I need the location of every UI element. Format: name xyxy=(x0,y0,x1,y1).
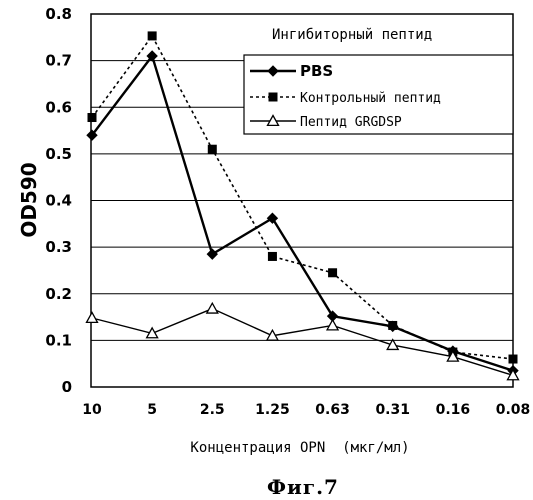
point-triangle-open xyxy=(207,303,218,313)
legend-label: Контрольный пептид xyxy=(300,91,441,106)
legend-label: PBS xyxy=(300,62,333,80)
point-square xyxy=(328,268,337,277)
y-tick-labels: 0 0.1 0.2 0.3 0.4 0.5 0.6 0.7 0.8 xyxy=(45,5,72,396)
point-square xyxy=(148,31,157,40)
y-tick-label: 0.5 xyxy=(45,145,72,163)
y-tick-label: 0.3 xyxy=(45,238,72,256)
y-tick-label: 0.8 xyxy=(45,5,72,23)
point-square xyxy=(388,321,397,330)
point-triangle-open xyxy=(87,312,98,322)
x-tick-label: 5 xyxy=(147,402,157,418)
y-tick-label: 0.4 xyxy=(45,192,72,210)
y-tick-label: 0.6 xyxy=(45,98,72,116)
x-tick-label: 0.31 xyxy=(375,402,410,418)
x-tick-labels: 10 5 2.5 1.25 0.63 0.31 0.16 0.08 xyxy=(82,402,530,418)
x-axis-label: Концентрация OPN (мкг/мл) xyxy=(190,440,409,456)
legend: PBS Контрольный пептид Пептид GRGDSP xyxy=(244,55,513,134)
y-tick-label: 0.1 xyxy=(45,331,72,349)
legend-title: Ингибиторный пептид xyxy=(272,27,432,43)
point-square xyxy=(88,113,97,122)
y-tick-label: 0.2 xyxy=(45,285,72,303)
point-diamond xyxy=(207,249,217,259)
point-square xyxy=(509,355,518,364)
y-tick-label: 0 xyxy=(62,378,72,396)
x-tick-label: 0.08 xyxy=(496,402,531,418)
point-triangle-open xyxy=(327,320,338,330)
legend-marker-square xyxy=(269,93,278,102)
legend-label: Пептид GRGDSP xyxy=(300,115,402,130)
x-tick-label: 0.63 xyxy=(315,402,350,418)
series-line-triangle-open xyxy=(92,309,513,376)
point-square xyxy=(208,145,217,154)
figure-caption: Фиг.7 xyxy=(267,475,339,499)
x-tick-label: 0.16 xyxy=(436,402,471,418)
x-tick-label: 1.25 xyxy=(255,402,290,418)
x-tick-label: 2.5 xyxy=(200,402,225,418)
y-tick-label: 0.7 xyxy=(45,52,72,70)
y-axis-label: OD590 xyxy=(17,162,41,237)
point-square xyxy=(268,252,277,261)
x-tick-label: 10 xyxy=(82,402,102,418)
